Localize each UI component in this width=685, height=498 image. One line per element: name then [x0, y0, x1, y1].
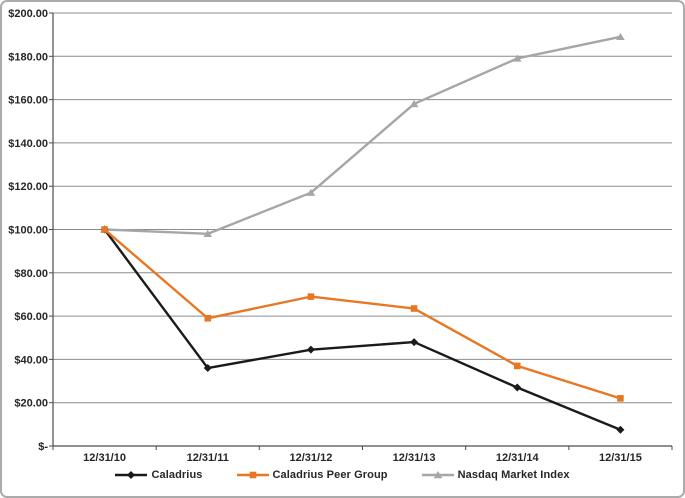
series-line: [103, 228, 621, 431]
marker-diamond: [203, 364, 212, 373]
legend-triangle-swatch-icon: [421, 471, 454, 479]
x-tick-label: 12/31/14: [496, 452, 540, 464]
y-tick-label: $20.00: [14, 398, 48, 410]
series-line: [104, 35, 621, 236]
series-caladrius: [100, 225, 625, 434]
axes: [49, 12, 673, 450]
x-tick-label: 12/31/13: [393, 452, 436, 464]
y-gridlines: [53, 12, 672, 404]
marker-square: [249, 471, 256, 479]
y-tick-label: $-: [38, 441, 48, 453]
x-tick-labels: 12/31/10 12/31/11 12/31/12 12/31/13 12/31/14…: [83, 452, 642, 464]
marker-square: [617, 395, 624, 402]
legend-label: Nasdaq Market Index: [457, 469, 570, 481]
marker-square: [204, 314, 212, 322]
marker-square: [513, 362, 521, 370]
legend-diamond-swatch-icon: [115, 471, 148, 479]
legend-item-caladrius: Caladrius: [115, 469, 202, 481]
x-tick-label: 12/31/11: [187, 452, 229, 464]
marker-diamond: [513, 383, 522, 392]
legend-label: Caladrius: [151, 469, 203, 481]
marker-triangle: [433, 471, 442, 479]
y-tick-label: $60.00: [14, 311, 48, 323]
y-tick-label: $120.00: [8, 181, 48, 193]
y-tick-label: $140.00: [8, 138, 48, 150]
legend-item-caladrius-peer-group: Caladrius Peer Group: [236, 469, 388, 481]
y-tick-label: $180.00: [8, 51, 48, 63]
marker-diamond: [410, 338, 419, 347]
x-tick-label: 12/31/12: [290, 452, 333, 464]
y-tick-label: $80.00: [14, 268, 48, 280]
marker-triangle: [306, 188, 316, 196]
legend-square-swatch-icon: [236, 471, 269, 479]
y-tick-label: $160.00: [8, 95, 48, 107]
marker-diamond: [306, 345, 315, 354]
series-nasdaq-market-index: [100, 32, 625, 238]
y-tick-labels: $- $20.00 $40.00 $60.00 $80.00 $100.00 $120.00…: [8, 8, 48, 453]
legend-label: Caladrius Peer Group: [272, 469, 388, 481]
legend: Caladrius Caladrius Peer Group Nasdaq Mark…: [0, 466, 685, 484]
marker-diamond: [127, 471, 136, 479]
y-tick-label: $40.00: [14, 354, 48, 366]
marker-square: [307, 293, 315, 300]
x-tick-label: 12/31/10: [83, 452, 126, 464]
marker-triangle: [616, 32, 625, 41]
legend-item-nasdaq-market-index: Nasdaq Market Index: [421, 469, 570, 481]
marker-triangle: [409, 99, 419, 108]
marker-square: [101, 226, 108, 233]
marker-triangle: [203, 229, 213, 238]
x-tick-label: 12/31/15: [599, 452, 642, 464]
marker-square: [410, 305, 418, 312]
series-line: [103, 228, 621, 400]
marker-diamond: [616, 425, 625, 434]
series-caladrius-peer-group: [101, 226, 624, 402]
y-tick-label: $200.00: [8, 8, 48, 20]
marker-triangle: [512, 54, 522, 62]
y-tick-label: $100.00: [8, 225, 48, 237]
